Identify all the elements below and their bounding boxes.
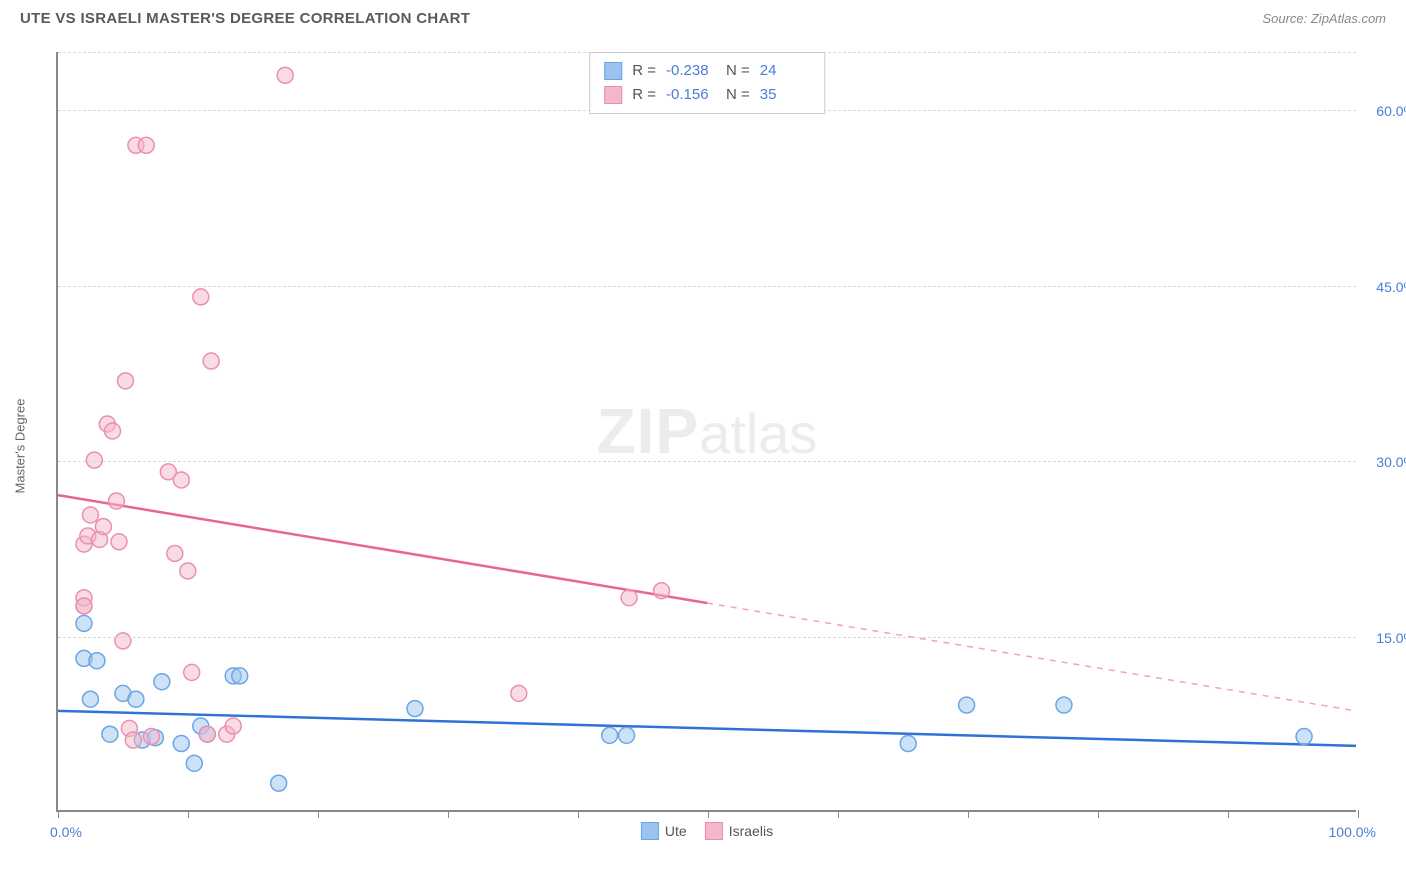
swatch-ute [604,62,622,80]
scatter-point [167,545,183,561]
scatter-point [154,674,170,690]
scatter-point [95,519,111,535]
y-tick-label: 30.0% [1361,454,1406,470]
scatter-point [118,373,134,389]
stat-N-label-2: N = [726,83,750,107]
trend-line-dashed-israelis [707,603,1356,711]
x-axis-end-label: 100.0% [1329,824,1376,840]
stat-N-israelis: 35 [760,83,810,107]
scatter-point [82,691,98,707]
scatter-point [76,615,92,631]
gridline: 15.0% [58,637,1356,638]
scatter-point [621,590,637,606]
scatter-point [173,472,189,488]
y-tick-label: 45.0% [1361,279,1406,295]
scatter-point [407,701,423,717]
stat-R-ute: -0.238 [666,59,716,83]
legend-item-ute: Ute [641,822,687,840]
scatter-point [111,534,127,550]
scatter-point [173,736,189,752]
stats-legend-box: R = -0.238 N = 24 R = -0.156 N = 35 [589,52,825,114]
scatter-point [225,718,241,734]
y-tick-label: 15.0% [1361,630,1406,646]
legend-swatch-israelis [705,822,723,840]
scatter-point [602,727,618,743]
x-axis-start-label: 0.0% [50,824,82,840]
x-tick [58,810,59,818]
scatter-point [654,583,670,599]
y-axis-title: Master's Degree [13,399,28,494]
stat-N-ute: 24 [760,59,810,83]
x-tick [578,810,579,818]
x-tick [968,810,969,818]
trend-line-ute [58,711,1356,746]
scatter-point [232,668,248,684]
scatter-point [277,67,293,83]
scatter-point [138,137,154,153]
legend-label-israelis: Israelis [729,823,773,839]
header-row: UTE VS ISRAELI MASTER'S DEGREE CORRELATI… [10,10,1396,35]
legend-item-israelis: Israelis [705,822,773,840]
scatter-point [143,729,159,745]
gridline: 30.0% [58,461,1356,462]
x-tick [1098,810,1099,818]
scatter-point [959,697,975,713]
source-label: Source: ZipAtlas.com [1262,11,1386,26]
stats-row-ute: R = -0.238 N = 24 [604,59,810,83]
gridline: 45.0% [58,286,1356,287]
stat-N-label: N = [726,59,750,83]
swatch-israelis [604,86,622,104]
scatter-point [203,353,219,369]
scatter-point [89,653,105,669]
scatter-point [128,691,144,707]
scatter-point [1296,729,1312,745]
scatter-point [271,775,287,791]
scatter-point [511,685,527,701]
y-tick-label: 60.0% [1361,103,1406,119]
scatter-point [180,563,196,579]
scatter-point [199,726,215,742]
scatter-point [193,289,209,305]
scatter-point [186,755,202,771]
bottom-legend: Ute Israelis [641,822,773,840]
scatter-point [184,664,200,680]
scatter-svg [58,52,1356,810]
stat-R-label: R = [632,59,656,83]
chart-title: UTE VS ISRAELI MASTER'S DEGREE CORRELATI… [20,10,470,27]
chart-container: UTE VS ISRAELI MASTER'S DEGREE CORRELATI… [10,10,1396,882]
plot-area: ZIPatlas 15.0%30.0%45.0%60.0% 0.0% 100.0… [56,52,1356,812]
legend-swatch-ute [641,822,659,840]
x-tick [318,810,319,818]
scatter-point [82,507,98,523]
legend-label-ute: Ute [665,823,687,839]
scatter-point [86,452,102,468]
scatter-point [619,727,635,743]
scatter-point [115,633,131,649]
scatter-point [1056,697,1072,713]
trend-line-israelis [58,495,707,603]
scatter-point [76,598,92,614]
x-tick [188,810,189,818]
stats-row-israelis: R = -0.156 N = 35 [604,83,810,107]
x-tick [448,810,449,818]
x-tick [1358,810,1359,818]
scatter-point [900,736,916,752]
stat-R-israelis: -0.156 [666,83,716,107]
scatter-point [102,726,118,742]
x-tick [708,810,709,818]
scatter-point [105,423,121,439]
stat-R-label-2: R = [632,83,656,107]
scatter-point [108,493,124,509]
x-tick [838,810,839,818]
x-tick [1228,810,1229,818]
scatter-point [125,732,141,748]
